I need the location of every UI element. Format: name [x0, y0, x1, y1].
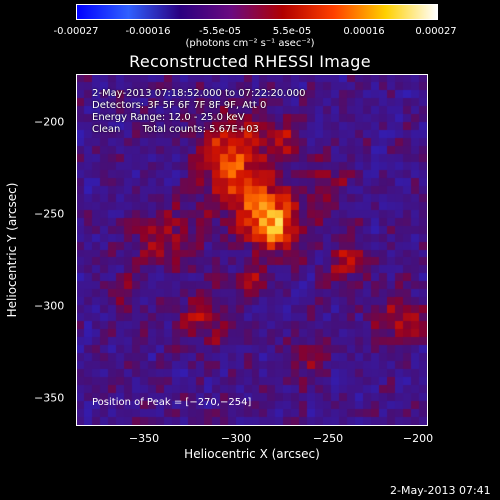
colorbar-units: (photons cm⁻² s⁻¹ asec⁻²) — [185, 38, 315, 49]
detectors-label: Detectors: 3F 5F 6F 7F 8F 9F, Att 0 — [92, 100, 267, 111]
energy-range-label: Energy Range: 12.0 - 25.0 keV — [92, 112, 245, 123]
x-tick-label: −200 — [402, 432, 434, 445]
x-axis-label: Heliocentric X (arcsec) — [184, 447, 320, 461]
colorbar-tick: -5.5e-05 — [199, 26, 241, 37]
colorbar-tick: 0.00027 — [415, 26, 457, 37]
colorbar-tick: -0.00027 — [53, 26, 99, 37]
y-tick-label: −250 — [34, 207, 65, 221]
time-range-label: 2-May-2013 07:18:52.000 to 07:22:20.000 — [92, 88, 306, 99]
plot-title: Reconstructed RHESSI Image — [129, 52, 371, 71]
peak-position-label: Position of Peak = [−270,−254] — [92, 397, 252, 408]
colorbar-tick: 0.00016 — [343, 26, 385, 37]
x-tick-label: −350 — [128, 432, 160, 445]
y-axis-label: Heliocentric Y (arcsec) — [5, 182, 19, 318]
colorbar-tick: -0.00016 — [125, 26, 171, 37]
x-tick-label: −250 — [312, 432, 344, 445]
image-plot-area — [76, 74, 428, 426]
y-tick-label: −350 — [34, 391, 65, 405]
render-timestamp: 2-May-2013 07:41 — [390, 484, 491, 497]
y-tick-label: −300 — [34, 299, 65, 313]
flux-heatmap — [77, 75, 427, 425]
colorbar-tick: 5.5e-05 — [272, 26, 312, 37]
x-tick-label: −300 — [220, 432, 252, 445]
colorbar — [76, 4, 438, 20]
y-tick-label: −200 — [34, 115, 65, 129]
algorithm-counts-label: Clean Total counts: 5.67E+03 — [92, 124, 259, 135]
